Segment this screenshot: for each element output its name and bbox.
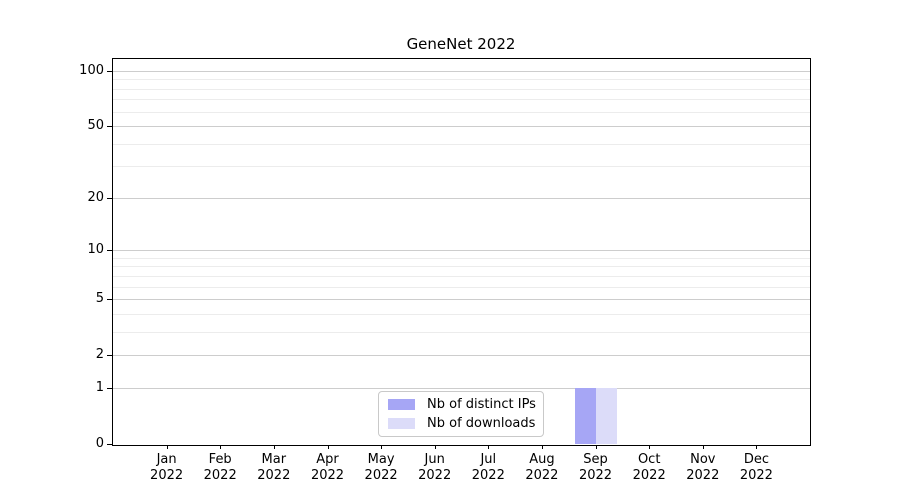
y-gridline-minor xyxy=(113,286,810,288)
bar-downloads xyxy=(595,388,617,444)
y-tick xyxy=(107,250,112,252)
x-tick-label: Jul 2022 xyxy=(471,452,505,483)
bar-distinct-ips xyxy=(574,388,596,444)
legend-swatch-downloads xyxy=(388,418,415,429)
y-gridline-minor xyxy=(113,257,810,259)
y-gridline-major xyxy=(113,126,810,128)
legend: Nb of distinct IPs Nb of downloads xyxy=(378,391,544,437)
x-tick-label: Nov 2022 xyxy=(686,452,720,483)
y-gridline-minor xyxy=(113,275,810,277)
x-tick xyxy=(273,445,275,449)
y-gridline-major xyxy=(113,70,810,72)
y-tick xyxy=(107,355,112,357)
x-tick xyxy=(649,445,651,449)
y-gridline-minor xyxy=(113,111,810,113)
x-tick xyxy=(488,445,490,449)
x-tick xyxy=(541,445,543,449)
x-tick xyxy=(327,445,329,449)
x-tick xyxy=(595,445,597,449)
x-tick-label: Oct 2022 xyxy=(632,452,666,483)
y-gridline-minor xyxy=(113,79,810,81)
y-gridline-minor xyxy=(113,313,810,315)
y-gridline-major xyxy=(113,299,810,301)
legend-label-downloads: Nb of downloads xyxy=(427,416,536,431)
y-gridline-major xyxy=(113,250,810,252)
y-tick-label: 2 xyxy=(95,347,104,363)
y-tick-label: 1 xyxy=(95,380,104,395)
x-tick-label: Sep 2022 xyxy=(578,452,613,483)
y-tick-label: 10 xyxy=(87,242,104,258)
legend-row: Nb of downloads xyxy=(386,416,536,431)
x-tick xyxy=(702,445,704,449)
y-tick-label: 20 xyxy=(87,189,104,205)
legend-row: Nb of distinct IPs xyxy=(386,397,536,412)
y-tick-label: 5 xyxy=(95,291,104,307)
x-tick-label: Dec 2022 xyxy=(739,452,773,483)
x-tick-label: Mar 2022 xyxy=(257,452,291,483)
x-tick-label: Jan 2022 xyxy=(150,452,184,483)
y-tick xyxy=(107,126,112,128)
y-gridline-minor xyxy=(113,143,810,145)
y-tick xyxy=(107,444,112,445)
y-gridline-major xyxy=(113,388,810,389)
y-gridline-major xyxy=(113,355,810,357)
x-tick-label: Jun 2022 xyxy=(418,452,452,483)
y-tick-label: 100 xyxy=(79,62,104,78)
plot-area xyxy=(112,58,811,446)
x-tick-label: Apr 2022 xyxy=(310,452,345,483)
y-tick-label: 0 xyxy=(95,436,104,451)
x-tick-label: Aug 2022 xyxy=(525,452,559,483)
x-tick xyxy=(166,445,168,449)
y-tick xyxy=(107,388,112,389)
x-tick xyxy=(756,445,758,449)
x-tick-label: May 2022 xyxy=(364,452,398,483)
y-gridline-major xyxy=(113,197,810,199)
legend-label-distinct-ips: Nb of distinct IPs xyxy=(427,397,536,412)
y-tick xyxy=(107,197,112,199)
y-tick-label: 50 xyxy=(87,118,104,134)
y-tick xyxy=(107,299,112,301)
chart-title: GeneNet 2022 xyxy=(406,35,516,53)
y-gridline-minor xyxy=(113,266,810,268)
y-tick xyxy=(107,70,112,72)
x-tick xyxy=(434,445,436,449)
x-tick xyxy=(220,445,222,449)
x-tick-label: Feb 2022 xyxy=(203,452,237,483)
y-gridline-minor xyxy=(113,88,810,90)
x-tick xyxy=(381,445,383,449)
y-gridline-minor xyxy=(113,166,810,168)
y-gridline-minor xyxy=(113,99,810,101)
y-gridline-minor xyxy=(113,331,810,333)
legend-swatch-distinct-ips xyxy=(388,399,415,410)
